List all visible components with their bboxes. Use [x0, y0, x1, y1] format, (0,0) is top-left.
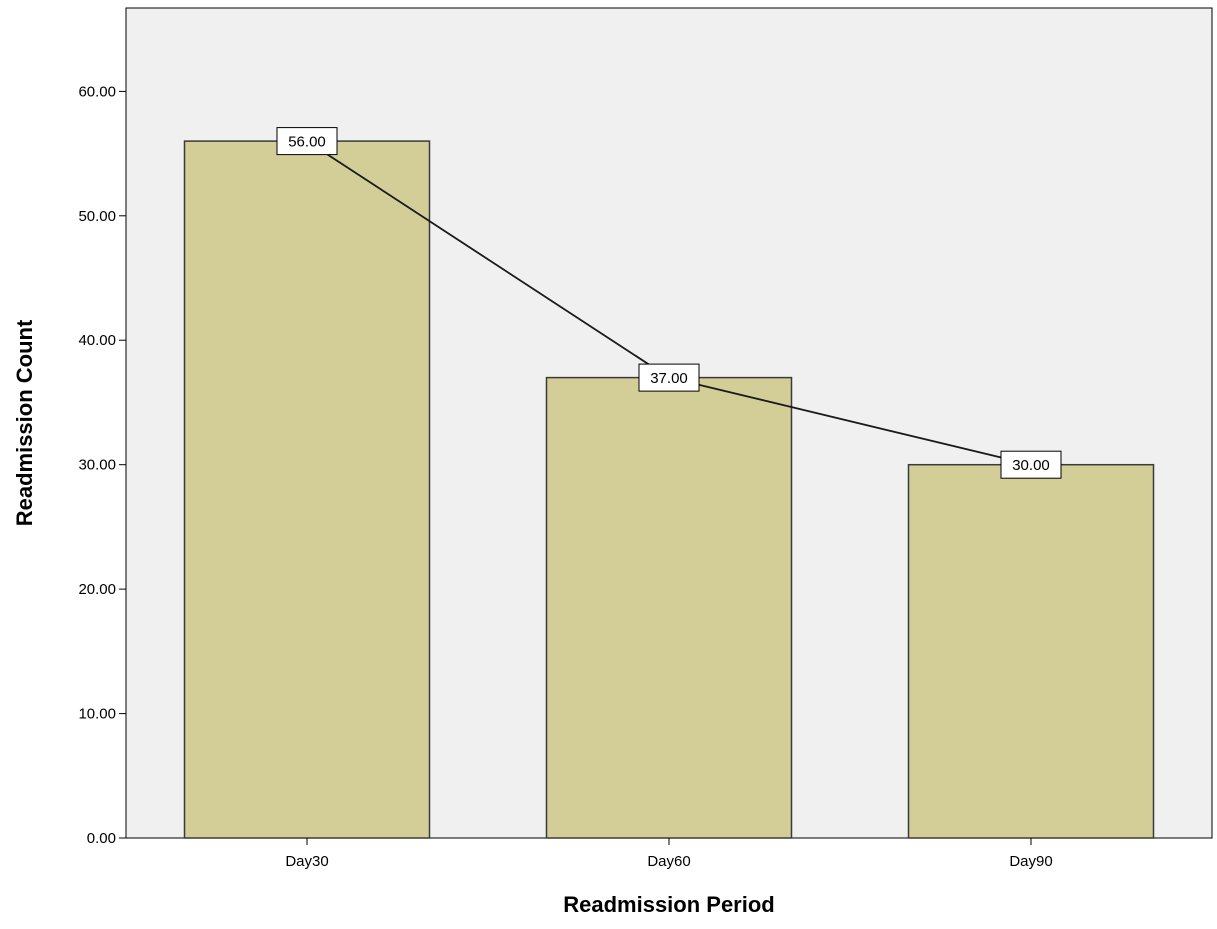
data-labels-group: 56.00 37.00 30.00: [276, 127, 1062, 479]
x-tick-label: Day90: [1009, 853, 1052, 870]
data-label-box: [276, 127, 338, 156]
x-axis-title: Readmission Period: [563, 892, 775, 917]
data-label-day60: 37.00: [638, 363, 700, 392]
y-tick-label: 60.00: [78, 83, 116, 100]
data-label-text: 30.00: [1012, 457, 1050, 474]
bar-day30: [183, 140, 431, 839]
data-label-day30: 56.00: [276, 127, 338, 156]
x-tick-label: Day60: [647, 853, 690, 870]
y-tick-label: 10.00: [78, 706, 116, 723]
data-label-text: 56.00: [288, 134, 326, 151]
y-tick-label: 20.00: [78, 581, 116, 598]
bar-day60: [545, 376, 793, 839]
data-label-box: [638, 363, 700, 392]
bar-day90: [907, 463, 1155, 839]
x-tick-label: Day30: [285, 853, 328, 870]
y-tick-label: 0.00: [87, 830, 116, 847]
data-label-box: [1000, 450, 1062, 479]
y-axis-title: Readmission Count: [12, 319, 37, 526]
x-axis: Day30 Day60 Day90: [285, 838, 1053, 870]
y-tick-label: 50.00: [78, 208, 116, 225]
y-tick-label: 40.00: [78, 332, 116, 349]
y-tick-label: 30.00: [78, 457, 116, 474]
data-label-text: 37.00: [650, 370, 688, 387]
y-axis: 0.00 10.00 20.00 30.00 40.00 50.00 60.00: [78, 83, 126, 847]
data-label-day90: 30.00: [1000, 450, 1062, 479]
